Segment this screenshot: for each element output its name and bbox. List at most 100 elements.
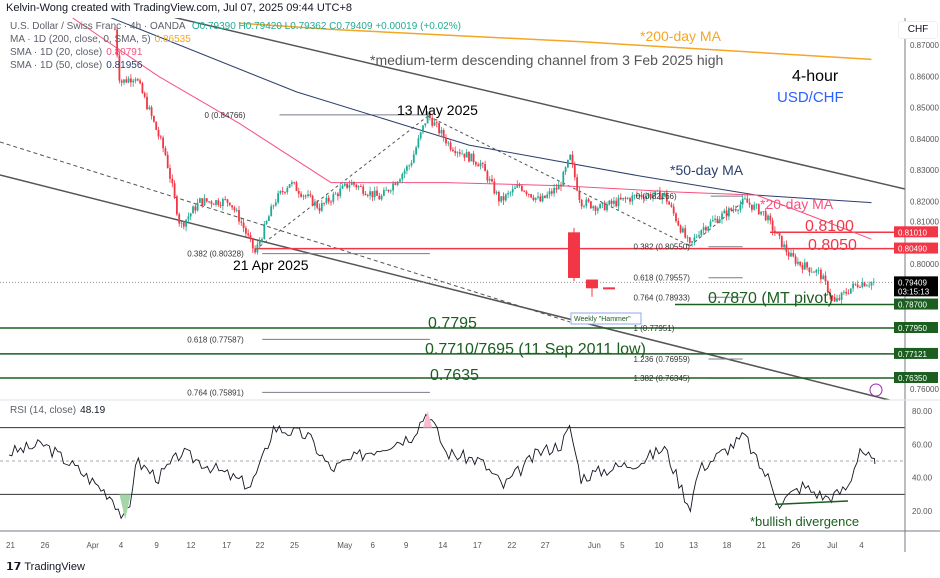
rsi-tick-label: 80.00 bbox=[912, 407, 933, 416]
candle bbox=[560, 184, 562, 187]
candle bbox=[454, 150, 457, 154]
ma200-annotation: *200-day MA bbox=[640, 28, 722, 44]
candle bbox=[799, 261, 802, 266]
candle bbox=[362, 186, 365, 194]
candle bbox=[686, 237, 689, 239]
candle bbox=[764, 211, 767, 221]
candle bbox=[771, 220, 774, 231]
candle bbox=[251, 238, 254, 249]
lightning-icon bbox=[869, 383, 883, 397]
candle bbox=[433, 122, 436, 126]
candle bbox=[272, 205, 275, 207]
time-tick-label: 4 bbox=[119, 541, 124, 550]
price-badge bbox=[894, 276, 938, 297]
candle bbox=[606, 204, 608, 211]
candle bbox=[741, 198, 744, 205]
candle bbox=[415, 147, 417, 155]
fib-level-label: 1.382 (0.76345) bbox=[633, 374, 690, 383]
candle bbox=[845, 291, 848, 294]
candle bbox=[659, 190, 661, 200]
candle bbox=[656, 190, 659, 192]
candle bbox=[403, 170, 406, 174]
candle bbox=[394, 183, 397, 185]
time-tick-label: 12 bbox=[187, 541, 196, 550]
candle bbox=[148, 107, 151, 110]
sma20-line bbox=[71, 18, 872, 240]
bar-countdown: 03:15:13 bbox=[898, 287, 930, 296]
candle bbox=[863, 282, 866, 287]
candle bbox=[677, 221, 680, 226]
rsi-legend[interactable]: RSI (14, close) 48.19 bbox=[10, 405, 106, 416]
candle bbox=[286, 187, 289, 193]
candle bbox=[192, 206, 194, 214]
symbol-name[interactable]: U.S. Dollar / Swiss Franc · 4h · OANDA bbox=[10, 21, 186, 32]
level-0.8100-label: 0.8100 bbox=[805, 218, 854, 235]
candle bbox=[564, 167, 567, 172]
candle bbox=[679, 225, 682, 233]
sma20-legend[interactable]: SMA · 1D (20, close) 0.80791 bbox=[10, 47, 143, 58]
candle bbox=[245, 228, 247, 234]
rsi-pane bbox=[0, 411, 905, 520]
candle bbox=[794, 256, 797, 264]
candle bbox=[350, 182, 353, 185]
ma20-annotation: *20-day MA bbox=[760, 196, 834, 212]
candle bbox=[304, 195, 307, 197]
time-tick-label: 9 bbox=[404, 541, 409, 550]
candle bbox=[546, 194, 549, 198]
fib-level-label: 0 (0.82166) bbox=[636, 192, 677, 201]
candle bbox=[631, 195, 634, 202]
candle bbox=[364, 193, 367, 196]
time-tick-label: 10 bbox=[655, 541, 664, 550]
time-tick-label: 9 bbox=[154, 541, 159, 550]
candle bbox=[767, 215, 769, 221]
candle bbox=[859, 287, 861, 288]
credit-text: Kelvin-Wong created with TradingView.com… bbox=[6, 2, 352, 14]
candle bbox=[511, 188, 514, 193]
candle bbox=[270, 206, 273, 217]
candle bbox=[452, 149, 454, 151]
candle bbox=[571, 154, 574, 165]
candle bbox=[481, 163, 484, 165]
tradingview-logo[interactable]: 𝟭𝟳 TradingView bbox=[6, 561, 85, 573]
candle bbox=[785, 244, 788, 253]
candle bbox=[113, 29, 116, 31]
candle bbox=[199, 198, 201, 203]
fib-level-label: 0.382 (0.80550) bbox=[633, 243, 690, 252]
candle bbox=[320, 203, 323, 211]
candle bbox=[187, 216, 190, 220]
candle bbox=[573, 164, 576, 178]
candle bbox=[343, 183, 346, 186]
time-tick-label: 22 bbox=[256, 541, 265, 550]
candle bbox=[288, 184, 291, 188]
candle bbox=[700, 230, 703, 236]
candle bbox=[369, 191, 371, 196]
candle bbox=[622, 197, 624, 200]
candle bbox=[723, 210, 726, 214]
time-tick-label: 14 bbox=[438, 541, 447, 550]
candle bbox=[141, 83, 144, 94]
candle bbox=[387, 189, 390, 192]
candle bbox=[523, 190, 526, 192]
candle bbox=[125, 79, 128, 83]
candle bbox=[670, 204, 673, 207]
ma200-legend[interactable]: MA · 1D (200, close, 0, SMA, 5) 0.86535 bbox=[10, 34, 191, 45]
candle bbox=[249, 235, 252, 239]
time-tick-label: 17 bbox=[222, 541, 231, 550]
candle bbox=[134, 79, 137, 81]
candle bbox=[698, 235, 700, 237]
candle bbox=[507, 193, 509, 195]
candle bbox=[116, 29, 118, 56]
candle bbox=[831, 296, 834, 298]
candle bbox=[307, 194, 309, 197]
time-tick-label: 26 bbox=[41, 541, 50, 550]
candle bbox=[360, 186, 362, 187]
sma50-legend[interactable]: SMA · 1D (50, close) 0.81956 bbox=[10, 60, 143, 71]
candle bbox=[755, 204, 758, 206]
candle bbox=[702, 227, 705, 231]
candle bbox=[277, 193, 279, 203]
currency-label[interactable]: CHF bbox=[898, 21, 938, 39]
candle bbox=[849, 288, 852, 294]
candle bbox=[824, 275, 827, 282]
fib-level-label: 0.764 (0.78933) bbox=[633, 293, 690, 302]
